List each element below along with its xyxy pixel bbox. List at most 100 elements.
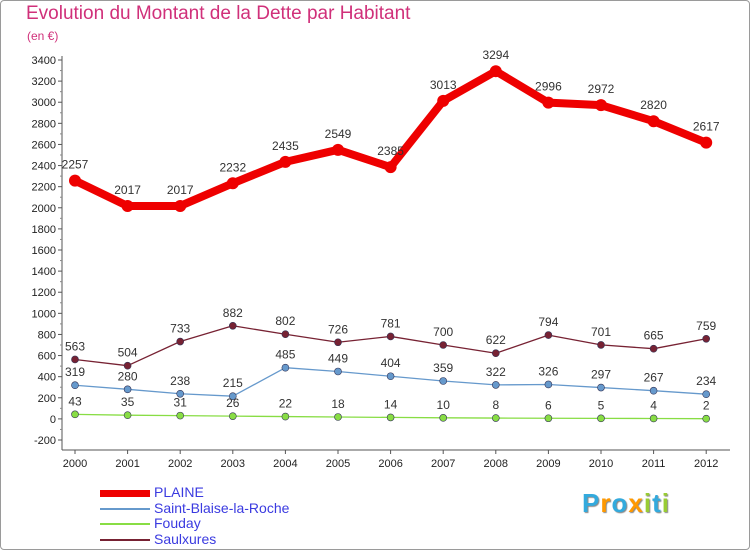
data-label: 14 <box>384 397 398 411</box>
data-point <box>176 337 184 346</box>
data-label: 802 <box>275 314 295 328</box>
data-point <box>544 331 553 339</box>
data-point <box>597 414 605 423</box>
data-point <box>489 65 502 78</box>
x-tick-label: 2000 <box>63 458 87 470</box>
data-point <box>597 383 605 392</box>
y-tick-label: 1800 <box>32 224 56 236</box>
data-label: 238 <box>170 374 190 388</box>
data-point <box>229 412 237 420</box>
data-label: 700 <box>433 325 453 339</box>
data-point <box>649 414 658 423</box>
y-tick-label: 400 <box>38 372 56 384</box>
data-point <box>123 361 132 370</box>
data-point <box>71 410 79 419</box>
data-label: 563 <box>65 339 85 353</box>
data-point <box>71 355 79 364</box>
x-tick-label: 2009 <box>536 458 560 470</box>
y-tick-label: 2000 <box>32 203 56 215</box>
y-tick-label: 800 <box>38 329 56 341</box>
data-point <box>386 332 395 341</box>
data-point <box>439 414 448 422</box>
data-label: 404 <box>381 356 401 370</box>
y-tick-label: 3000 <box>32 97 56 109</box>
data-label: 759 <box>696 319 716 333</box>
data-point <box>281 412 290 421</box>
y-tick-label: 2800 <box>32 118 56 130</box>
x-tick-label: 2003 <box>221 458 245 470</box>
data-point <box>700 136 713 149</box>
data-point <box>281 363 290 372</box>
legend-label: Saint-Blaise-la-Roche <box>154 499 290 516</box>
data-point <box>491 381 500 389</box>
data-label: 18 <box>331 397 345 411</box>
data-label: 322 <box>486 365 506 379</box>
x-tick-label: 2010 <box>589 458 613 470</box>
data-label: 2972 <box>588 82 615 96</box>
chart-title: Evolution du Montant de la Dette par Hab… <box>26 3 411 24</box>
data-label: 359 <box>433 361 453 375</box>
data-label: 701 <box>591 325 611 339</box>
data-label: 2617 <box>693 120 720 134</box>
data-point <box>71 381 79 390</box>
data-point <box>542 96 555 109</box>
data-label: 297 <box>591 368 611 382</box>
data-label: 3294 <box>482 48 509 62</box>
data-point <box>334 413 342 421</box>
data-label: 2549 <box>325 127 352 141</box>
legend-swatch <box>100 523 150 525</box>
data-label: 2996 <box>535 80 562 94</box>
y-tick-label: 1200 <box>32 287 56 299</box>
data-point <box>226 177 239 190</box>
data-label: 2820 <box>640 98 667 112</box>
data-point <box>544 414 553 423</box>
data-point <box>386 413 395 422</box>
data-point <box>281 330 290 339</box>
data-label: 6 <box>545 398 552 412</box>
data-label: 781 <box>381 316 401 330</box>
y-tick-label: 200 <box>38 393 56 405</box>
data-point <box>176 389 184 398</box>
data-point <box>332 143 344 156</box>
x-tick-label: 2011 <box>642 458 666 470</box>
legend-label: Fouday <box>154 515 201 531</box>
data-label: 449 <box>328 351 348 365</box>
legend-swatch <box>100 490 150 497</box>
data-label: 35 <box>121 395 135 409</box>
data-point <box>176 411 184 420</box>
data-label: 485 <box>275 348 295 362</box>
data-label: 26 <box>226 396 240 410</box>
legend-label: Saulxures <box>154 530 217 547</box>
y-tick-label: -200 <box>34 435 56 447</box>
data-label: 665 <box>644 329 664 343</box>
data-label: 31 <box>174 396 188 410</box>
x-tick-label: 2012 <box>694 458 718 470</box>
data-label: 5 <box>598 398 605 412</box>
data-label: 622 <box>486 333 506 347</box>
data-point <box>229 321 237 330</box>
data-label: 2 <box>703 399 710 413</box>
data-point <box>69 174 81 187</box>
x-tick-label: 2005 <box>326 458 350 470</box>
data-label: 882 <box>223 306 243 320</box>
data-label: 2017 <box>114 183 141 197</box>
data-point <box>439 377 448 385</box>
data-label: 726 <box>328 322 348 336</box>
data-point <box>439 341 448 349</box>
data-label: 8 <box>492 398 499 412</box>
data-label: 733 <box>170 322 190 336</box>
y-tick-label: 0 <box>50 414 56 426</box>
y-tick-label: 1400 <box>32 266 56 278</box>
y-tick-label: 2400 <box>32 161 56 173</box>
data-point <box>334 367 342 376</box>
legend-swatch <box>100 507 150 510</box>
proxiti-logo: Proxiti <box>582 488 670 518</box>
data-label: 4 <box>650 398 657 412</box>
x-tick-label: 2007 <box>431 458 455 470</box>
data-label: 2017 <box>167 183 194 197</box>
data-point <box>121 199 134 212</box>
data-label: 267 <box>644 371 664 385</box>
y-tick-label: 3400 <box>32 55 56 67</box>
